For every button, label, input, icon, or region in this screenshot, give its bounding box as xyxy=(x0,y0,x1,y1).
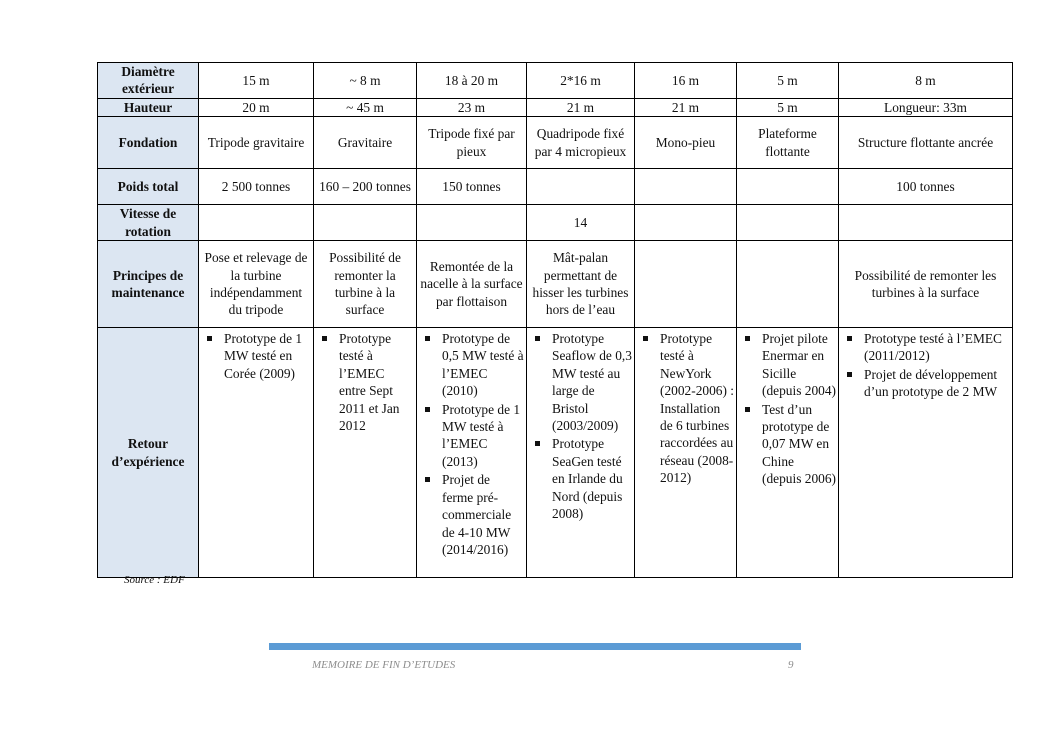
table-row: Vitesse de rotation 14 xyxy=(97,204,1013,242)
list-item: Prototype de 0,5 MW testé à l’EMEC (2010… xyxy=(423,330,524,400)
table-cell xyxy=(313,204,417,242)
table-cell: Possibilité de remonter les turbines à l… xyxy=(838,240,1013,329)
table-cell: 100 tonnes xyxy=(838,168,1013,206)
table-cell: Tripode gravitaire xyxy=(198,116,314,170)
table-cell: Prototype Seaflow de 0,3 MW testé au lar… xyxy=(526,327,635,579)
table-cell: 2 500 tonnes xyxy=(198,168,314,206)
list-item: Prototype Seaflow de 0,3 MW testé au lar… xyxy=(533,330,632,434)
table-cell: Plateforme flottante xyxy=(736,116,839,170)
table-cell: 16 m xyxy=(634,62,737,99)
table-row: Principes de maintenance Pose et relevage… xyxy=(97,240,1013,329)
bullet-list: Prototype de 1 MW testé en Corée (2009) xyxy=(205,330,311,382)
table-row: Retour d’expérience Prototype de 1 MW tes… xyxy=(97,327,1013,579)
bullet-list: Projet pilote Enermar en Sicille (depuis… xyxy=(743,330,836,488)
table-cell: Gravitaire xyxy=(313,116,417,170)
table-cell: Possibilité de remonter la turbine à la … xyxy=(313,240,417,329)
turbine-comparison-table: Diamètre extérieur 15 m ~ 8 m 18 à 20 m 2*16… xyxy=(97,62,1013,579)
list-item: Projet pilote Enermar en Sicille (depuis… xyxy=(743,330,836,400)
list-item: Prototype testé à l’EMEC entre Sept 2011… xyxy=(320,330,414,434)
table-cell: Longueur: 33m xyxy=(838,97,1013,118)
table-cell xyxy=(416,204,527,242)
table-cell: 2*16 m xyxy=(526,62,635,99)
row-label: Hauteur xyxy=(97,97,199,118)
table-cell xyxy=(526,168,635,206)
list-item: Test d’un prototype de 0,07 MW en Chine … xyxy=(743,401,836,488)
table-cell: 5 m xyxy=(736,97,839,118)
row-label: Retour d’expérience xyxy=(97,327,199,579)
table-row: Diamètre extérieur 15 m ~ 8 m 18 à 20 m 2*16… xyxy=(97,62,1013,99)
table-cell: Remontée de la nacelle à la surface par … xyxy=(416,240,527,329)
table-cell xyxy=(198,204,314,242)
table-cell: 14 xyxy=(526,204,635,242)
table-cell: 20 m xyxy=(198,97,314,118)
table-cell: Projet pilote Enermar en Sicille (depuis… xyxy=(736,327,839,579)
table-cell: Prototype de 1 MW testé en Corée (2009) xyxy=(198,327,314,579)
table-cell: 21 m xyxy=(526,97,635,118)
table-cell: 21 m xyxy=(634,97,737,118)
list-item: Prototype SeaGen testé en Irlande du Nor… xyxy=(533,435,632,522)
row-label: Diamètre extérieur xyxy=(97,62,199,99)
list-item: Prototype de 1 MW testé à l’EMEC (2013) xyxy=(423,401,524,471)
table-cell: Tripode fixé par pieux xyxy=(416,116,527,170)
table-cell: 23 m xyxy=(416,97,527,118)
list-item: Projet de développement d’un prototype d… xyxy=(845,366,1010,401)
table-cell xyxy=(736,240,839,329)
table-cell: 5 m xyxy=(736,62,839,99)
row-label: Fondation xyxy=(97,116,199,170)
row-label: Principes de maintenance xyxy=(97,240,199,329)
table-cell xyxy=(736,168,839,206)
table-cell: Quadripode fixé par 4 micropieux xyxy=(526,116,635,170)
bullet-list: Prototype de 0,5 MW testé à l’EMEC (2010… xyxy=(423,330,524,558)
table-cell: Pose et relevage de la turbine indépenda… xyxy=(198,240,314,329)
table-cell: 160 – 200 tonnes xyxy=(313,168,417,206)
table-cell xyxy=(634,204,737,242)
table-cell: ~ 45 m xyxy=(313,97,417,118)
table-source: Source : EDF xyxy=(124,574,185,586)
footer-bar xyxy=(269,643,801,650)
table-cell: Prototype de 0,5 MW testé à l’EMEC (2010… xyxy=(416,327,527,579)
table-cell xyxy=(838,204,1013,242)
bullet-list: Prototype testé à l’EMEC entre Sept 2011… xyxy=(320,330,414,434)
list-item: Prototype testé à l’EMEC (2011/2012) xyxy=(845,330,1010,365)
bullet-list: Prototype testé à NewYork (2002-2006) : … xyxy=(641,330,734,487)
table-cell: ~ 8 m xyxy=(313,62,417,99)
table-cell: Mât-palan permettant de hisser les turbi… xyxy=(526,240,635,329)
table-row: Fondation Tripode gravitaire Gravitaire Tri… xyxy=(97,116,1013,170)
table-cell: Prototype testé à l’EMEC (2011/2012) Proj… xyxy=(838,327,1013,579)
table-cell xyxy=(634,168,737,206)
page-number: 9 xyxy=(788,659,794,671)
table-row: Poids total 2 500 tonnes 160 – 200 tonnes 1… xyxy=(97,168,1013,206)
footer-title: MEMOIRE DE FIN D’ETUDES xyxy=(312,659,456,671)
table-cell: Prototype testé à l’EMEC entre Sept 2011… xyxy=(313,327,417,579)
table-cell: 150 tonnes xyxy=(416,168,527,206)
table-cell xyxy=(634,240,737,329)
row-label: Vitesse de rotation xyxy=(97,204,199,242)
table-cell: 15 m xyxy=(198,62,314,99)
list-item: Projet de ferme pré-commerciale de 4-10 … xyxy=(423,471,524,558)
table-cell xyxy=(736,204,839,242)
table-cell: Prototype testé à NewYork (2002-2006) : … xyxy=(634,327,737,579)
table-cell: Mono-pieu xyxy=(634,116,737,170)
list-item: Prototype de 1 MW testé en Corée (2009) xyxy=(205,330,311,382)
bullet-list: Prototype Seaflow de 0,3 MW testé au lar… xyxy=(533,330,632,522)
row-label: Poids total xyxy=(97,168,199,206)
list-item: Prototype testé à NewYork (2002-2006) : … xyxy=(641,330,734,487)
bullet-list: Prototype testé à l’EMEC (2011/2012) Proj… xyxy=(845,330,1010,401)
table-cell: 8 m xyxy=(838,62,1013,99)
table-cell: Structure flottante ancrée xyxy=(838,116,1013,170)
table-cell: 18 à 20 m xyxy=(416,62,527,99)
